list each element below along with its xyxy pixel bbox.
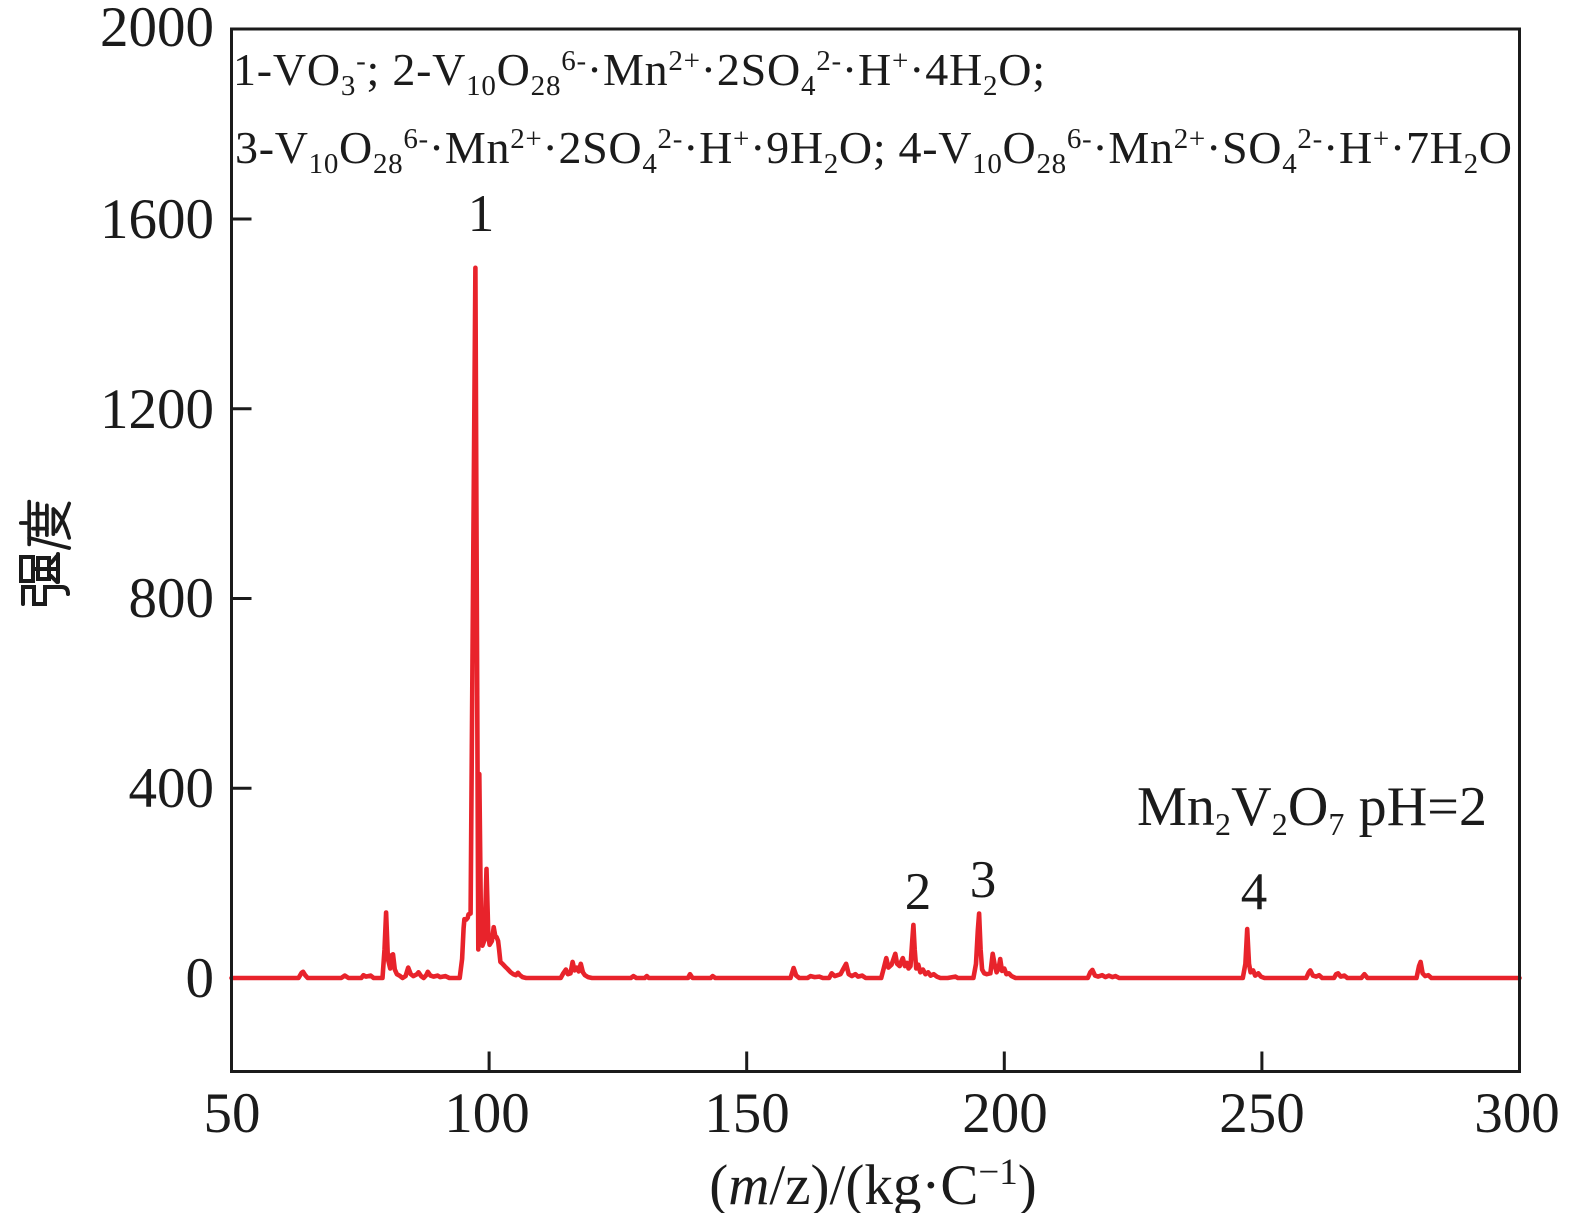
- svg-text:150: 150: [704, 1082, 790, 1145]
- svg-text:250: 250: [1219, 1082, 1305, 1145]
- svg-text:800: 800: [129, 567, 215, 630]
- svg-text:4: 4: [1241, 863, 1268, 921]
- svg-text:1200: 1200: [100, 378, 214, 441]
- svg-text:2000: 2000: [100, 0, 214, 59]
- svg-text:200: 200: [962, 1082, 1048, 1145]
- svg-text:1-VO3-; 2-V10O286-·Mn2+·2SO42-: 1-VO3-; 2-V10O286-·Mn2+·2SO42-·H+·4H2O;: [233, 44, 1045, 102]
- svg-text:1600: 1600: [100, 188, 214, 251]
- svg-text:300: 300: [1474, 1082, 1560, 1145]
- svg-text:400: 400: [129, 757, 215, 820]
- svg-text:2: 2: [905, 863, 932, 921]
- svg-text:0: 0: [186, 947, 215, 1010]
- svg-text:50: 50: [204, 1082, 261, 1145]
- svg-text:Mn2V2O7 pH=2: Mn2V2O7 pH=2: [1137, 776, 1487, 842]
- svg-text:100: 100: [444, 1082, 530, 1145]
- svg-text:3: 3: [970, 851, 997, 909]
- svg-text:1: 1: [468, 185, 495, 243]
